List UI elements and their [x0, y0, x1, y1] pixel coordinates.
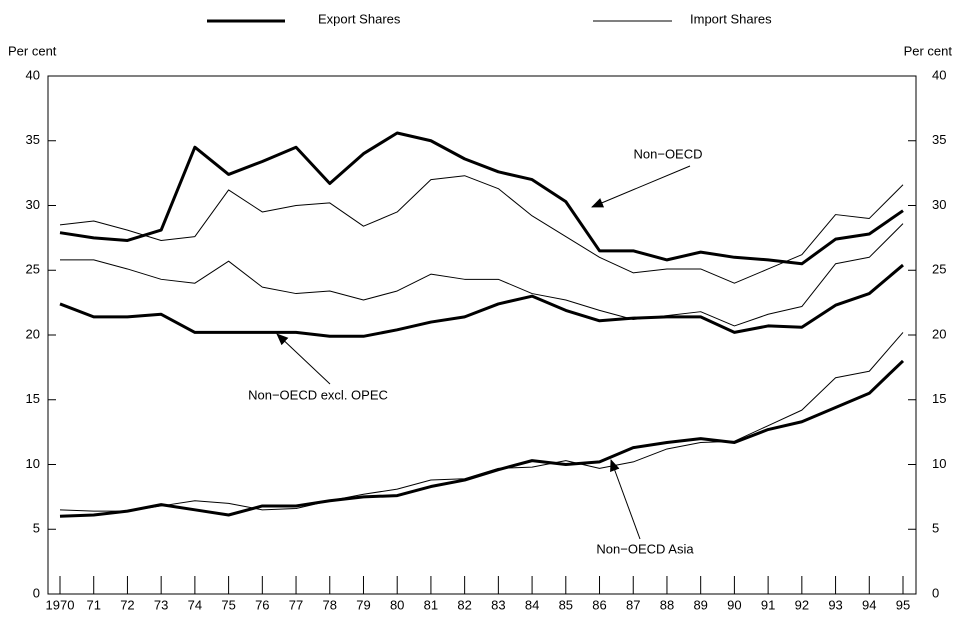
x-tick-label: 74 [188, 597, 202, 612]
y-tick-label: 0 [33, 585, 40, 600]
x-tick-label: 84 [525, 597, 539, 612]
legend-label: Export Shares [318, 11, 401, 26]
annotation: Non−OECD [634, 146, 703, 161]
y-tick-label: 20 [26, 326, 40, 341]
y2-tick-label: 30 [932, 197, 946, 212]
series-line [59, 263, 904, 338]
x-tick-label: 89 [693, 597, 707, 612]
y2-tick-label: 5 [932, 521, 939, 536]
x-tick-label: 80 [390, 597, 404, 612]
y2-axis-label: Per cent [904, 43, 953, 58]
x-tick-label: 85 [559, 597, 573, 612]
series-line [59, 359, 905, 518]
x-tick-label: 88 [660, 597, 674, 612]
y2-tick-label: 15 [932, 391, 946, 406]
series-line [60, 223, 904, 327]
x-tick-label: 83 [491, 597, 505, 612]
x-tick-label: 87 [626, 597, 640, 612]
annotation: Non−OECD excl. OPEC [248, 387, 388, 402]
legend-label: Import Shares [690, 11, 772, 26]
x-tick-label: 93 [828, 597, 842, 612]
y2-tick-label: 0 [932, 585, 939, 600]
x-tick-label: 92 [795, 597, 809, 612]
y-tick-label: 40 [26, 67, 40, 82]
series-line [59, 131, 904, 266]
x-tick-label: 94 [862, 597, 876, 612]
y2-tick-label: 35 [932, 132, 946, 147]
x-tick-label: 91 [761, 597, 775, 612]
y2-tick-label: 40 [932, 67, 946, 82]
annotation-arrow [591, 165, 691, 208]
y2-tick-label: 10 [932, 456, 946, 471]
x-tick-label: 95 [896, 597, 910, 612]
x-tick-label: 81 [424, 597, 438, 612]
x-tick-label: 1970 [46, 597, 75, 612]
y2-tick-label: 25 [932, 262, 946, 277]
x-tick-label: 86 [592, 597, 606, 612]
x-tick-label: 78 [323, 597, 337, 612]
x-tick-label: 75 [221, 597, 235, 612]
x-tick-label: 82 [457, 597, 471, 612]
x-tick-label: 73 [154, 597, 168, 612]
x-tick-label: 77 [289, 597, 303, 612]
x-tick-label: 76 [255, 597, 269, 612]
y-tick-label: 15 [26, 391, 40, 406]
annotation-arrow [610, 459, 641, 540]
y-axis-label: Per cent [8, 43, 57, 58]
y-tick-label: 25 [26, 262, 40, 277]
x-tick-label: 79 [356, 597, 370, 612]
annotation: Non−OECD Asia [596, 541, 694, 556]
x-tick-label: 71 [86, 597, 100, 612]
y-tick-label: 30 [26, 197, 40, 212]
plot-frame [47, 75, 917, 595]
series-line [59, 332, 904, 512]
y-tick-label: 5 [33, 521, 40, 536]
x-tick-label: 72 [120, 597, 134, 612]
y2-tick-label: 20 [932, 326, 946, 341]
y-tick-label: 35 [26, 132, 40, 147]
annotation-arrow [276, 333, 331, 385]
series-line [59, 175, 904, 284]
x-tick-label: 90 [727, 597, 741, 612]
y-tick-label: 10 [26, 456, 40, 471]
